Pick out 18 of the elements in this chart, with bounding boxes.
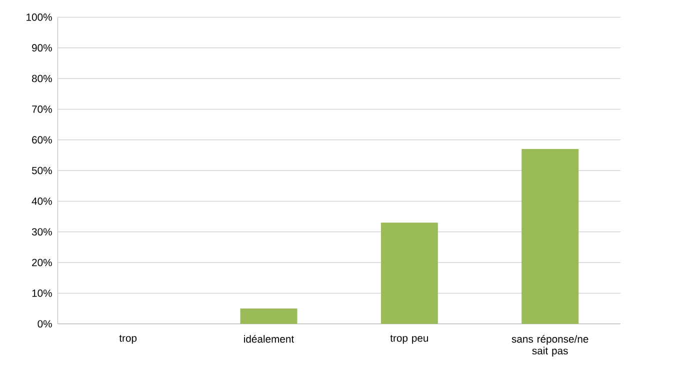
y-tick-label: 40% <box>32 198 52 205</box>
y-tick-label: 70% <box>32 106 52 113</box>
y-tick-label: 60% <box>32 136 52 144</box>
y-tick-label: 30% <box>32 228 52 236</box>
bar <box>380 222 438 324</box>
bar <box>522 149 579 324</box>
y-tick-label: 0% <box>38 320 52 328</box>
x-tick-label: trop <box>119 334 137 344</box>
bar <box>240 308 298 324</box>
x-tick-label: trop peu <box>390 334 428 344</box>
y-tick-label: 100% <box>26 14 52 21</box>
y-tick-label: 80% <box>32 74 52 82</box>
y-tick-label: 20% <box>32 258 52 266</box>
y-tick-label: 90% <box>32 44 52 52</box>
y-tick-label: 10% <box>32 290 52 297</box>
x-tick-label: idéalement <box>244 334 294 343</box>
x-tick-label: sans réponse/ne sait pas <box>512 334 588 356</box>
y-tick-label: 50% <box>32 166 52 174</box>
